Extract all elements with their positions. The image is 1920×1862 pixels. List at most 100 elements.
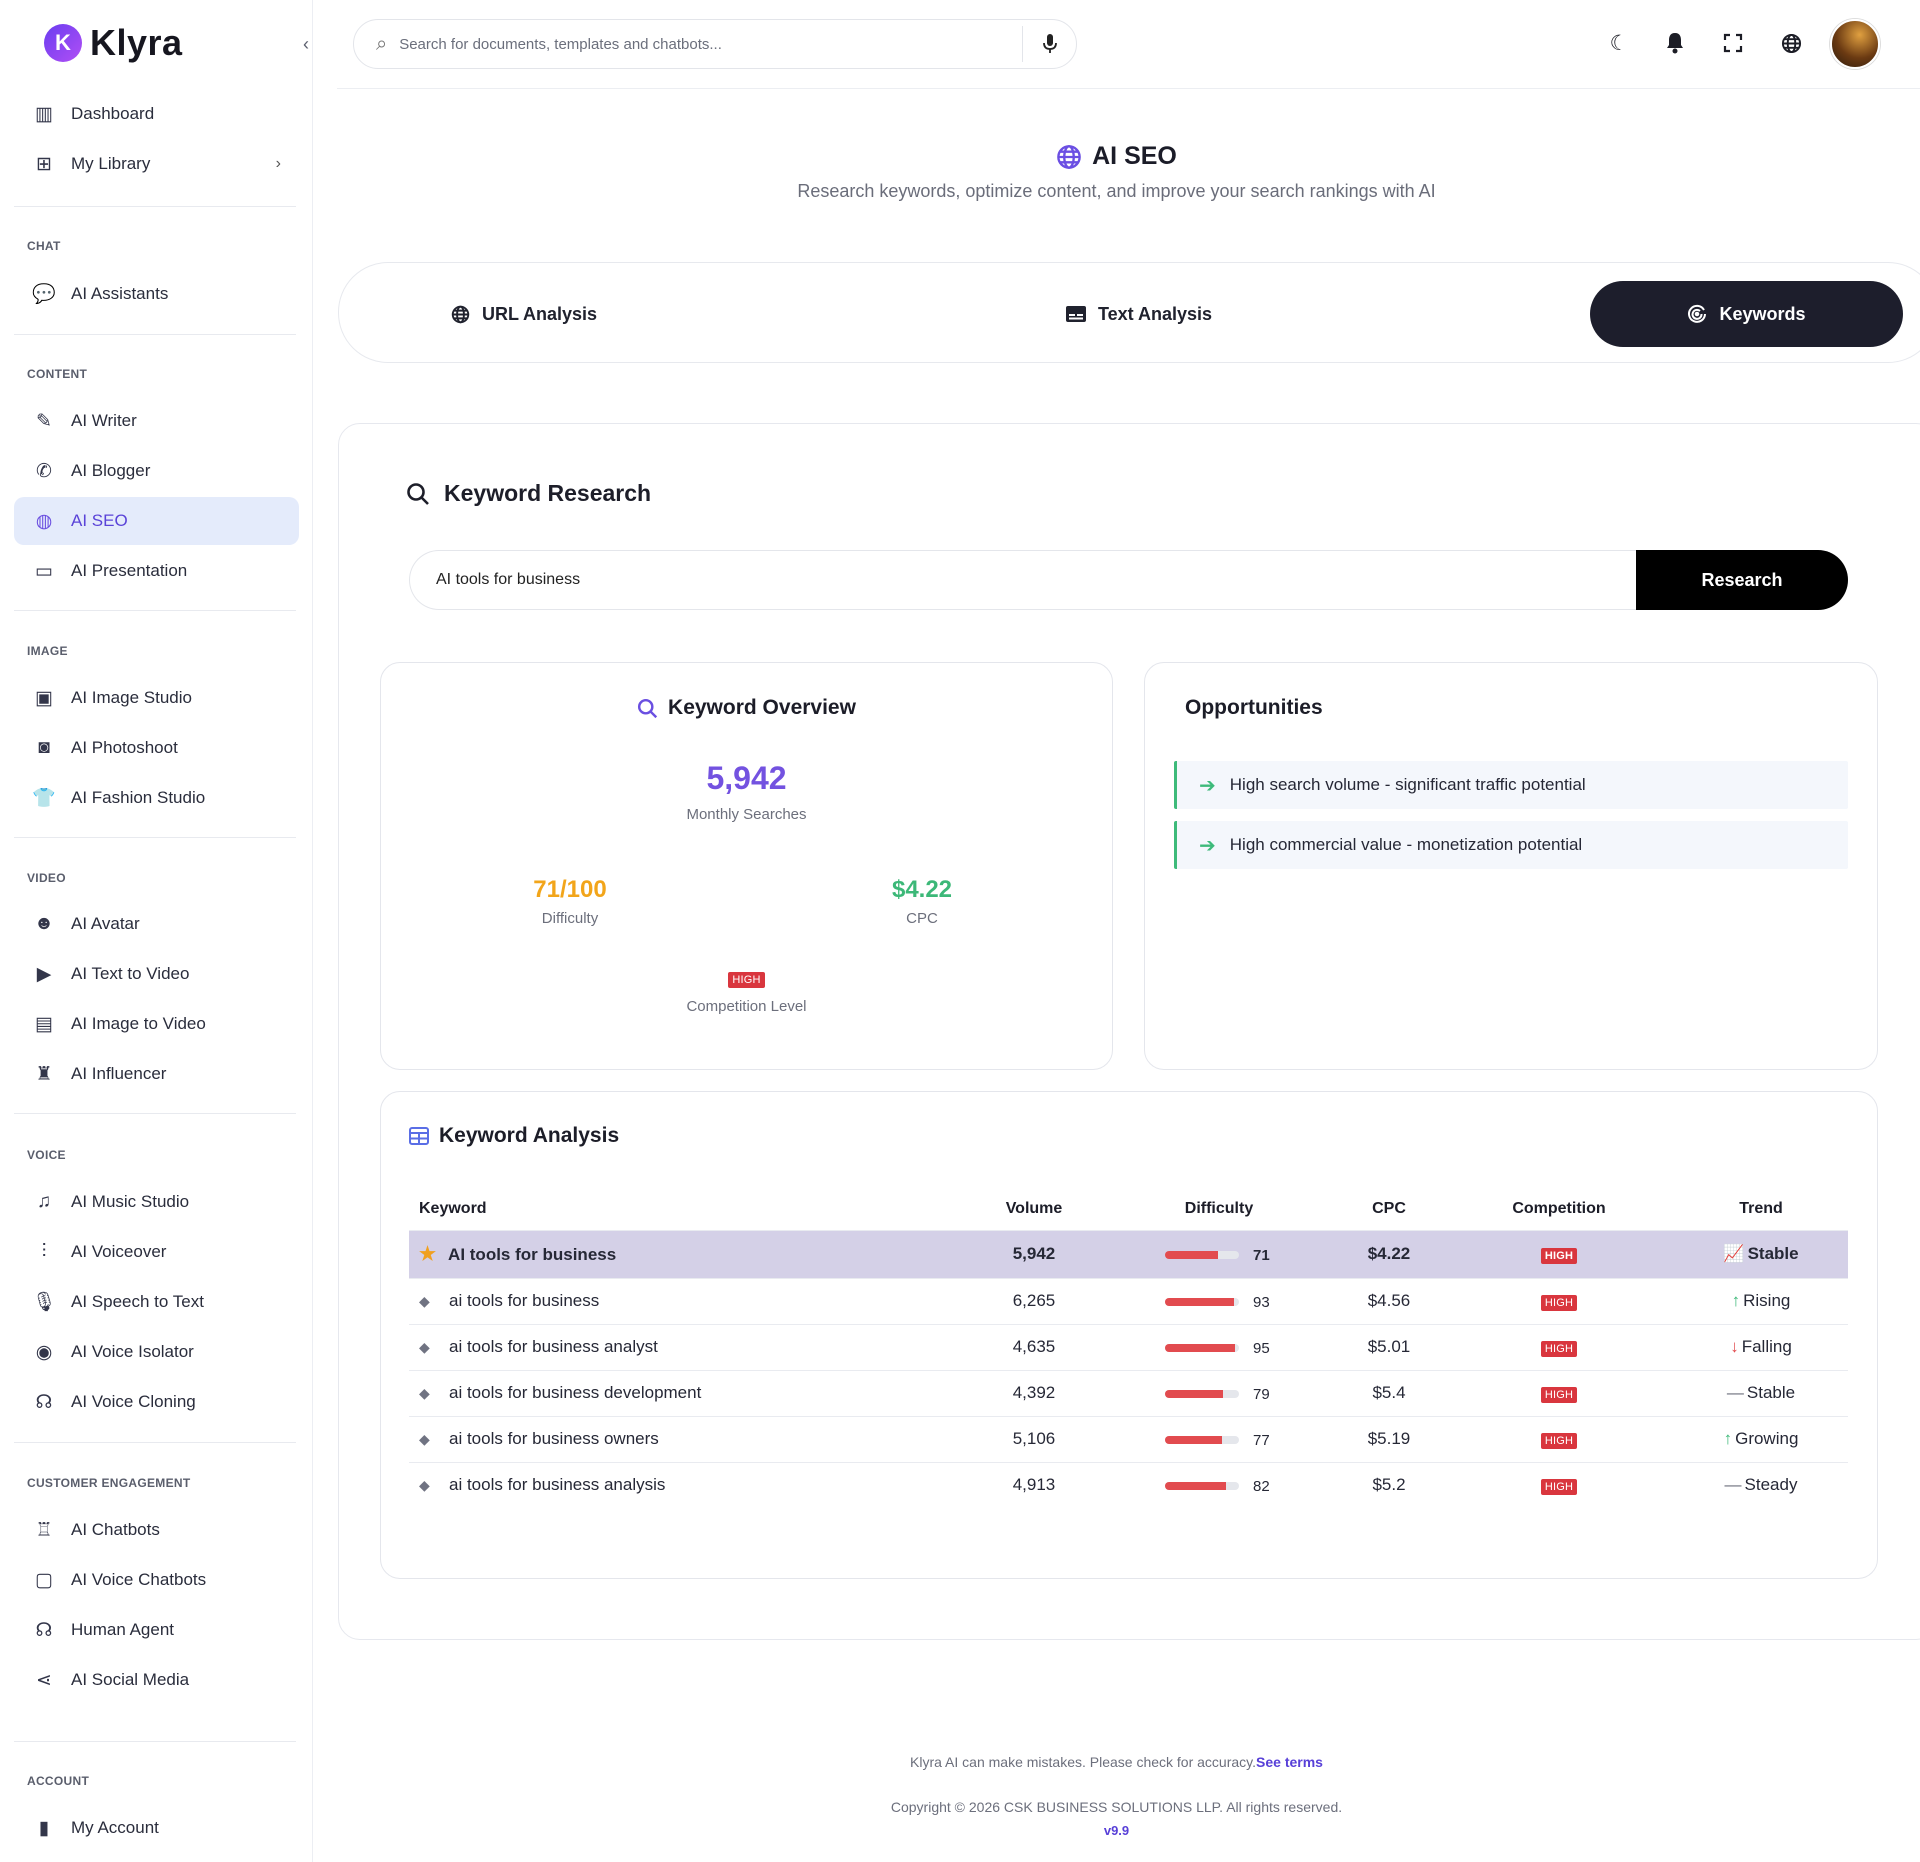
keyword-cell: ◆ ai tools for business bbox=[409, 1277, 964, 1324]
cpc-metric: $4.22 CPC bbox=[822, 876, 1022, 927]
tab-keywords[interactable]: Keywords bbox=[1590, 281, 1903, 347]
sidebar-divider bbox=[14, 1113, 296, 1114]
table-row[interactable]: ◆ ai tools for business owners 5,106 77 $5.1… bbox=[409, 1415, 1848, 1462]
image-gallery-icon: ▣ bbox=[35, 687, 53, 709]
headset-icon: ☊ bbox=[35, 1619, 53, 1641]
sidebar-item-ai-speech-to-text[interactable]: 🎙 AI Speech to Text bbox=[14, 1278, 299, 1326]
arrow-up-icon: ↑ bbox=[1731, 1291, 1741, 1310]
difficulty-bar bbox=[1165, 1344, 1239, 1352]
column-header-cpc[interactable]: CPC bbox=[1372, 1199, 1406, 1217]
keyword-research-title: Keyword Research bbox=[406, 480, 651, 507]
sidebar-item-human-agent[interactable]: ☊ Human Agent bbox=[14, 1606, 299, 1654]
page-title: AI SEO bbox=[313, 142, 1920, 171]
cpc-cell: $5.01 bbox=[1334, 1323, 1444, 1370]
sidebar-item-ai-assistants[interactable]: 💬 AI Assistants bbox=[14, 270, 299, 318]
keyword-analysis-title-text: Keyword Analysis bbox=[439, 1124, 620, 1147]
sidebar-item-ai-writer[interactable]: ✎ AI Writer bbox=[14, 397, 299, 445]
trend-cell: — Stable bbox=[1674, 1369, 1848, 1416]
user-voice-icon: ☊ bbox=[35, 1391, 53, 1413]
disclaimer-text: Klyra AI can make mistakes. Please check… bbox=[910, 1754, 1257, 1770]
keyword-text: ai tools for business analyst bbox=[449, 1337, 658, 1356]
sidebar-item-ai-avatar[interactable]: ☻ AI Avatar bbox=[14, 900, 299, 948]
sidebar-item-ai-image-studio[interactable]: ▣ AI Image Studio bbox=[14, 674, 299, 722]
share-icon: ⋖ bbox=[36, 1669, 52, 1691]
sidebar-item-ai-text-to-video[interactable]: ▶ AI Text to Video bbox=[14, 950, 299, 998]
search-icon bbox=[407, 482, 429, 505]
analysis-tabs: URL Analysis Text Analysis Keywords bbox=[338, 262, 1920, 363]
fullscreen-button[interactable] bbox=[1720, 30, 1746, 56]
keyword-input[interactable] bbox=[409, 550, 1639, 610]
klyra-logo-icon: K bbox=[44, 24, 82, 62]
dash-icon: — bbox=[1724, 1475, 1742, 1495]
difficulty-label: Difficulty bbox=[541, 910, 599, 927]
table-row[interactable]: ◆ ai tools for business analyst 4,635 95 $5.… bbox=[409, 1323, 1848, 1370]
sidebar-divider bbox=[14, 206, 296, 207]
competition-cell: HIGH bbox=[1444, 1415, 1674, 1462]
app-logo[interactable]: K Klyra bbox=[44, 22, 183, 64]
sidebar-item-ai-social-media[interactable]: ⋖ AI Social Media bbox=[14, 1656, 299, 1704]
library-plus-icon: ⊞ bbox=[36, 153, 52, 175]
competition-badge: HIGH bbox=[1540, 1433, 1578, 1449]
sidebar-item-ai-voiceover[interactable]: ⫶ AI Voiceover bbox=[14, 1228, 299, 1276]
language-button[interactable] bbox=[1778, 30, 1804, 56]
sidebar-item-my-account[interactable]: ▮ My Account bbox=[14, 1804, 299, 1852]
column-header-volume[interactable]: Volume bbox=[1005, 1199, 1063, 1217]
sidebar-item-ai-chatbots[interactable]: ♖ AI Chatbots bbox=[14, 1506, 299, 1554]
column-header-competition[interactable]: Competition bbox=[1512, 1199, 1606, 1217]
cpc-cell: $4.22 bbox=[1334, 1229, 1444, 1278]
search-icon bbox=[637, 698, 658, 718]
tab-url-analysis[interactable]: URL Analysis bbox=[399, 281, 649, 347]
volume-cell: 6,265 bbox=[964, 1277, 1104, 1324]
keyword-cell: ◆ ai tools for business owners bbox=[409, 1415, 964, 1462]
arrow-right-icon: ➔ bbox=[1199, 774, 1216, 797]
column-header-difficulty[interactable]: Difficulty bbox=[1184, 1199, 1254, 1217]
see-terms-link[interactable]: See terms bbox=[1256, 1754, 1323, 1770]
sidebar-item-ai-presentation[interactable]: ▭ AI Presentation bbox=[14, 547, 299, 595]
table-row[interactable]: ◆ ai tools for business 6,265 93 $4.56 HIGH ↑ R… bbox=[409, 1277, 1848, 1324]
volume-cell: 5,942 bbox=[964, 1229, 1104, 1278]
voice-bot-icon: ▢ bbox=[35, 1569, 53, 1591]
sidebar-item-ai-seo[interactable]: ◍ AI SEO bbox=[14, 497, 299, 545]
competition-badge: HIGH bbox=[728, 972, 765, 988]
tag-icon: ◆ bbox=[419, 1293, 430, 1309]
table-row[interactable]: ◆ ai tools for business development 4,392 7… bbox=[409, 1369, 1848, 1416]
sidebar-item-ai-blogger[interactable]: ✆ AI Blogger bbox=[14, 447, 299, 495]
global-search-input[interactable] bbox=[399, 35, 1000, 53]
sidebar-item-ai-voice-chatbots[interactable]: ▢ AI Voice Chatbots bbox=[14, 1556, 299, 1604]
table-row[interactable]: ◆ ai tools for business analysis 4,913 82 $5… bbox=[409, 1461, 1848, 1508]
table-header-row: Keyword Volume Difficulty CPC Competitio… bbox=[409, 1188, 1848, 1230]
tab-text-analysis[interactable]: Text Analysis bbox=[1004, 281, 1274, 347]
keyword-analysis-title: Keyword Analysis bbox=[409, 1124, 619, 1148]
column-header-trend[interactable]: Trend bbox=[1739, 1199, 1783, 1217]
map-icon: ▥ bbox=[35, 103, 53, 125]
keyword-text: ai tools for business bbox=[449, 1291, 600, 1310]
sidebar-item-ai-voice-isolator[interactable]: ◉ AI Voice Isolator bbox=[14, 1328, 299, 1376]
account-icon: ▮ bbox=[38, 1817, 50, 1839]
sidebar-item-ai-influencer[interactable]: ♜ AI Influencer bbox=[14, 1050, 299, 1098]
voice-search-button[interactable] bbox=[1022, 26, 1076, 62]
user-avatar[interactable] bbox=[1830, 19, 1880, 69]
pen-icon: ✎ bbox=[36, 410, 52, 432]
sidebar-item-ai-voice-cloning[interactable]: ☊ AI Voice Cloning bbox=[14, 1378, 299, 1426]
sidebar-item-ai-image-to-video[interactable]: ▤ AI Image to Video bbox=[14, 1000, 299, 1048]
volume-cell: 4,635 bbox=[964, 1323, 1104, 1370]
sidebar-item-label: AI Blogger bbox=[71, 461, 151, 480]
difficulty-number: 79 bbox=[1253, 1385, 1270, 1403]
globe-icon bbox=[1781, 33, 1801, 53]
sidebar-item-ai-photoshoot[interactable]: ◙ AI Photoshoot bbox=[14, 724, 299, 772]
dark-mode-toggle[interactable]: ☾ bbox=[1606, 30, 1632, 56]
sidebar-item-ai-music-studio[interactable]: ♫ AI Music Studio bbox=[14, 1178, 299, 1226]
collapse-sidebar-button[interactable]: ‹ bbox=[296, 32, 316, 56]
keyword-analysis-rows: ★ AI tools for business 5,942 71 $4.22 HIGH 📈 S… bbox=[409, 1229, 1848, 1508]
difficulty-number: 82 bbox=[1253, 1477, 1270, 1495]
table-row[interactable]: ★ AI tools for business 5,942 71 $4.22 HIGH 📈 S… bbox=[409, 1229, 1848, 1278]
sidebar-item-dashboard[interactable]: ▥ Dashboard bbox=[14, 90, 299, 138]
column-header-keyword[interactable]: Keyword bbox=[419, 1199, 487, 1217]
sidebar-item-ai-fashion-studio[interactable]: 👕 AI Fashion Studio bbox=[14, 774, 299, 822]
research-button[interactable]: Research bbox=[1636, 550, 1848, 610]
sidebar-item-label: AI Photoshoot bbox=[71, 738, 178, 757]
sidebar-section-label: CHAT bbox=[27, 239, 61, 253]
sidebar-item-my-library[interactable]: ⊞ My Library › bbox=[14, 140, 299, 188]
notifications-button[interactable] bbox=[1662, 30, 1688, 56]
trend-label: Rising bbox=[1743, 1291, 1791, 1310]
